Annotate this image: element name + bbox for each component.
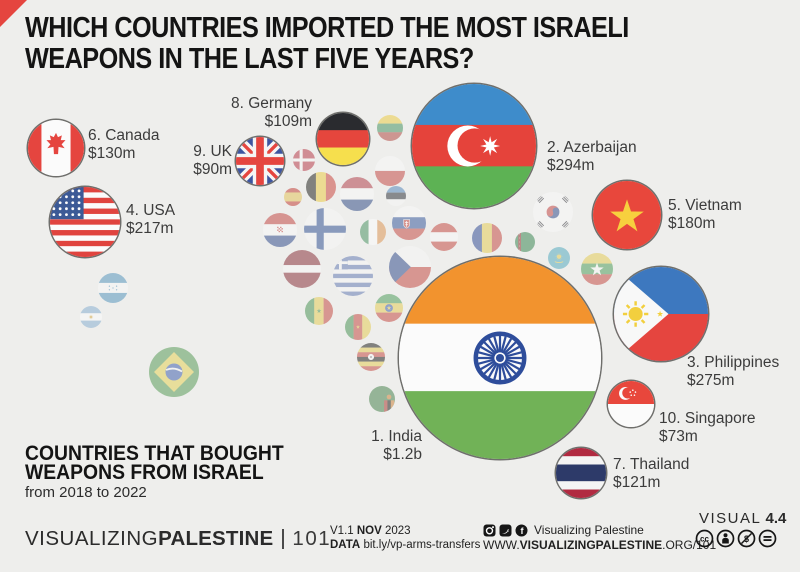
visual-number: 4.4: [765, 510, 787, 527]
by-icon: [716, 529, 735, 548]
version-data-block: V1.1 NOV 2023 DATA bit.ly/vp-arms-transf…: [330, 524, 480, 552]
visual-number-badge: VISUAL 4.4: [699, 510, 786, 527]
netherlands-flag-bubble: [340, 177, 374, 211]
social-icons: f: [483, 524, 528, 537]
spain-flag-bubble: [284, 188, 302, 206]
ireland-flag-bubble: [360, 219, 386, 245]
argentina-flag-bubble: [80, 306, 102, 328]
poland-flag-bubble: [375, 156, 405, 186]
greece-flag-bubble: [333, 256, 373, 296]
usa-label: 4. USA $217m: [126, 202, 176, 237]
germany-flag-bubble: [317, 113, 369, 165]
chart-subtitle: COUNTRIES THAT BOUGHT WEAPONS FROM ISRAE…: [25, 441, 284, 484]
uk-label: 9. UK $90m: [193, 143, 232, 178]
czechia-flag-bubble: [389, 246, 431, 288]
logo-visualizing: VISUALIZING: [25, 527, 159, 550]
social-icons-row: f Visualizing Palestine: [483, 523, 716, 538]
latvia-flag-bubble: [283, 250, 321, 288]
brazil-flag-bubble: [149, 347, 199, 397]
page-title-line1: WHICH COUNTRIES IMPORTED THE MOST ISRAEL…: [25, 12, 629, 44]
finland-flag-bubble: [304, 208, 346, 250]
azerbaijan-flag-bubble: [412, 84, 536, 208]
uganda-flag-bubble: [357, 343, 385, 371]
honduras-flag-bubble: [98, 273, 128, 303]
canada-label: 6. Canada $130m: [88, 127, 160, 162]
austria-flag-bubble: [430, 223, 458, 251]
data-source-link[interactable]: bit.ly/vp-arms-transfers: [363, 539, 481, 551]
uk-flag-bubble: [236, 137, 284, 185]
cc-icon: cc: [695, 529, 714, 548]
page-title-line2: WEAPONS IN THE LAST FIVE YEARS?: [25, 43, 474, 75]
romania-flag-bubble: [472, 223, 502, 253]
version-line: V1.1 NOV 2023: [330, 525, 411, 537]
denmark-flag-bubble: [293, 149, 315, 171]
svg-text:f: f: [521, 526, 525, 536]
azerbaijan-label: 2. Azerbaijan $294m: [547, 139, 637, 174]
senegal-flag-bubble: [305, 297, 333, 325]
usa-flag-bubble: [50, 187, 120, 257]
chart-subtitle-line1: COUNTRIES THAT BOUGHT: [25, 441, 284, 465]
nd-icon: [758, 529, 777, 548]
singapore-flag-bubble: [608, 381, 654, 427]
myanmar-flag-bubble: [581, 253, 613, 285]
nc-icon: $: [737, 529, 756, 548]
ethiopia-flag-bubble: [375, 294, 403, 322]
social-handle: Visualizing Palestine: [534, 523, 644, 537]
data-source-line: DATA bit.ly/vp-arms-transfers: [330, 539, 481, 551]
thailand-flag-bubble: [556, 448, 606, 498]
chart-subtitle-line2: WEAPONS FROM ISRAEL: [25, 460, 264, 484]
website-url[interactable]: WWW.VISUALIZINGPALESTINE.ORG/101: [483, 537, 717, 552]
social-block: f Visualizing Palestine WWW.VISUALIZINGP…: [483, 523, 716, 552]
logo-divider: [282, 529, 285, 549]
india-label: 1. India $1.2b: [371, 428, 422, 463]
corner-triangle-decoration: [0, 0, 27, 27]
belgium-flag-bubble: [306, 172, 336, 202]
thailand-label: 7. Thailand $121m: [613, 456, 690, 491]
croatia-flag-bubble: [263, 213, 297, 247]
vietnam-label: 5. Vietnam $180m: [668, 197, 742, 232]
vietnam-flag-bubble: [593, 181, 661, 249]
logo-palestine: PALESTINE: [158, 527, 274, 550]
singapore-label: 10. Singapore $73m: [659, 410, 756, 445]
india-flag-bubble: [399, 257, 601, 459]
estonia-flag-bubble: [386, 186, 406, 206]
svg-text:cc: cc: [700, 535, 709, 544]
twitter-icon: [499, 524, 512, 537]
page-title: WHICH COUNTRIES IMPORTED THE MOST ISRAEL…: [25, 13, 629, 75]
south-korea-flag-bubble: [533, 192, 573, 232]
zambia-flag-bubble: [369, 386, 395, 412]
facebook-icon: f: [515, 524, 528, 537]
germany-label: 8. Germany $109m: [231, 95, 312, 130]
philippines-label: 3. Philippines $275m: [687, 354, 780, 389]
canada-flag-bubble: [28, 120, 84, 176]
philippines-flag-bubble: [614, 267, 708, 361]
turkmenistan-flag-bubble: [515, 232, 535, 252]
lithuania-flag-bubble: [377, 115, 403, 141]
visualizing-palestine-logo: VISUALIZING PALESTINE 101: [25, 527, 331, 551]
slovakia-flag-bubble: [392, 206, 426, 240]
kazakhstan-flag-bubble: [548, 247, 570, 269]
chart-subtitle-period: from 2018 to 2022: [25, 484, 147, 501]
cameroon-flag-bubble: [345, 314, 371, 340]
creative-commons-license-icons: cc $: [695, 529, 777, 548]
instagram-icon: [483, 524, 496, 537]
visual-label: VISUAL: [699, 510, 762, 527]
logo-number: 101: [292, 527, 332, 550]
